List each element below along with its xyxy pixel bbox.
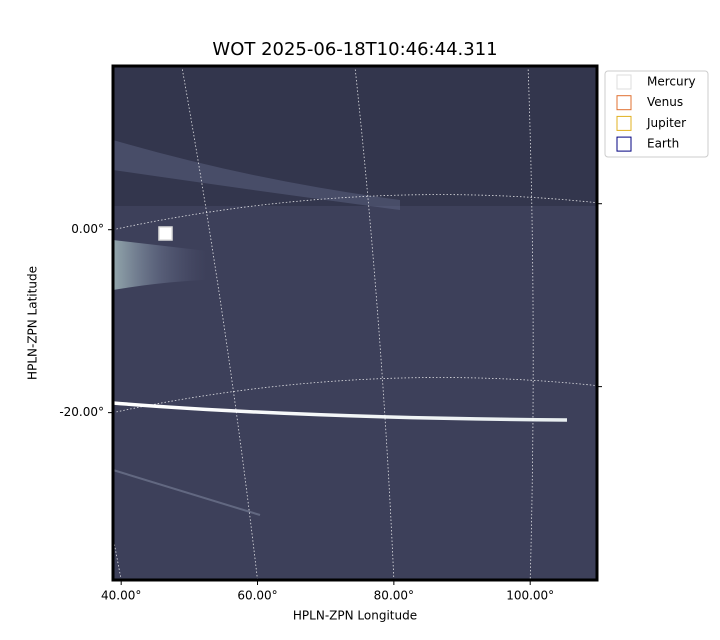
grid-line [8, 65, 122, 581]
legend-label: Earth [647, 137, 679, 151]
x-tick-label: 100.00° [506, 589, 554, 603]
y-axis-label: HPLN-ZPN Latitude [26, 266, 40, 380]
grid-line [527, 65, 534, 581]
legend-label: Mercury [647, 75, 696, 89]
legend-marker [616, 74, 632, 90]
grid-line [181, 65, 258, 581]
bright-arc [112, 401, 568, 422]
grid-line [112, 194, 598, 231]
legend-marker [616, 115, 632, 131]
grid-line [354, 65, 395, 581]
chart-title: WOT 2025-06-18T10:46:44.311 [212, 39, 497, 60]
legend [604, 70, 709, 158]
y-tick-label: 0.00° [71, 222, 104, 236]
plot-area [8, 64, 599, 582]
grid-line [112, 377, 598, 414]
x-axis-label: HPLN-ZPN Longitude [293, 609, 417, 623]
legend-marker [616, 95, 632, 111]
x-tick-label: 40.00° [101, 589, 141, 603]
legend-label: Venus [647, 95, 683, 109]
streak [113, 140, 400, 210]
streak [112, 469, 261, 516]
legend-label: Jupiter [646, 116, 686, 130]
y-tick-label: -20.00° [59, 405, 104, 419]
streamer [113, 240, 300, 290]
legend-marker [616, 136, 632, 152]
mercury-marker [158, 226, 173, 241]
frame [111, 64, 599, 582]
x-tick-label: 60.00° [237, 589, 277, 603]
x-tick-label: 80.00° [374, 589, 414, 603]
